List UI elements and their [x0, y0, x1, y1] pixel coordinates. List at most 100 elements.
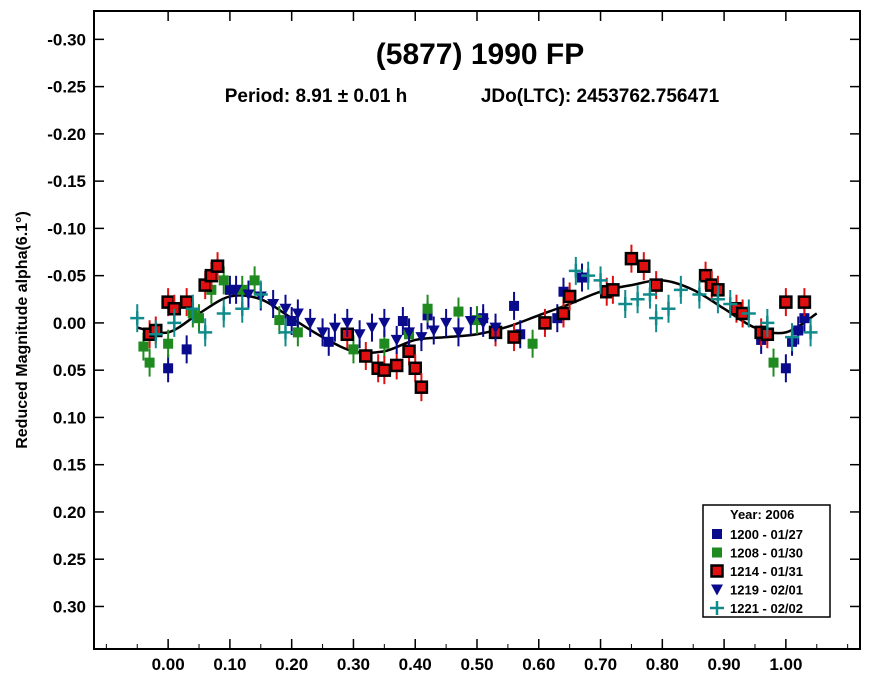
data-point	[793, 316, 804, 345]
point-marker	[577, 272, 588, 283]
point-marker	[348, 344, 359, 355]
data-point	[304, 308, 317, 337]
data-point	[130, 304, 145, 333]
point-marker	[237, 284, 248, 295]
data-point	[797, 288, 812, 317]
point-marker	[673, 282, 688, 297]
data-point	[163, 354, 174, 383]
point-marker	[779, 295, 793, 309]
point-marker	[803, 325, 818, 340]
data-point	[278, 318, 293, 347]
data-point	[581, 261, 596, 290]
legend-entries: 1200 - 01/27 1208 - 01/30 1214 - 01/31 1219…	[710, 527, 803, 616]
data-point	[712, 547, 722, 558]
data-point	[185, 294, 200, 323]
point-marker	[194, 313, 205, 324]
data-point	[577, 263, 588, 292]
point-marker	[408, 361, 422, 376]
data-point	[803, 318, 818, 347]
point-marker	[440, 317, 453, 329]
y-tick-label: 0.30	[53, 597, 86, 616]
point-marker	[711, 584, 723, 596]
y-tick-label: -0.05	[47, 267, 86, 286]
data-point	[785, 323, 800, 352]
axes-layer: 0.00 0.10 0.20 0.30 0.40 0.50 0.60 0.70 0.80 0.90…	[47, 11, 860, 674]
legend-entry-label: 1214 - 01/31	[730, 564, 803, 579]
data-point	[163, 329, 174, 358]
point-marker	[138, 341, 149, 352]
y-tick-label: 0.25	[53, 550, 86, 569]
x-tick-label: 0.40	[399, 655, 432, 674]
point-marker	[464, 316, 477, 328]
y-tick-label: 0.15	[53, 456, 86, 475]
period-subtitle: Period: 8.91 ± 0.01 h	[225, 86, 408, 107]
point-marker	[768, 357, 779, 368]
point-marker	[642, 287, 657, 302]
data-point	[661, 294, 676, 323]
point-marker	[224, 284, 235, 295]
point-marker	[414, 380, 429, 394]
data-point	[642, 280, 657, 309]
y-tick-label: 0.20	[53, 503, 86, 522]
point-marker	[328, 322, 341, 334]
point-marker	[661, 301, 676, 316]
y-tick-label: -0.15	[47, 172, 86, 191]
data-point	[181, 335, 192, 364]
chart-title: (5877) 1990 FP	[376, 38, 584, 71]
data-point	[452, 318, 465, 347]
y-axis-label: Reduced Magnitude alpha(6.1°)	[14, 211, 31, 449]
point-marker	[167, 315, 182, 330]
data-point	[568, 256, 583, 285]
point-marker	[624, 251, 639, 266]
x-tick-label: 0.70	[584, 655, 617, 674]
legend-entry-label: 1208 - 01/30	[730, 546, 803, 561]
point-marker	[581, 268, 596, 283]
data-point	[148, 320, 163, 349]
data-point	[760, 308, 775, 337]
data-point	[235, 294, 250, 323]
data-point	[527, 329, 538, 358]
plot-area	[130, 244, 818, 402]
data-point	[464, 307, 477, 336]
point-marker	[130, 311, 145, 326]
point-marker	[797, 295, 812, 309]
point-marker	[216, 306, 231, 321]
x-tick-label: 0.60	[522, 655, 555, 674]
point-marker	[453, 306, 464, 317]
data-point	[711, 584, 723, 596]
data-point	[630, 285, 645, 314]
point-marker	[304, 317, 317, 329]
data-point	[359, 341, 373, 370]
data-point	[144, 348, 155, 377]
data-point	[167, 308, 182, 337]
point-marker	[353, 329, 366, 341]
data-point	[328, 313, 341, 342]
data-point	[692, 280, 707, 309]
point-marker	[253, 287, 268, 302]
point-marker	[785, 330, 800, 345]
point-marker	[378, 317, 391, 329]
data-point	[477, 308, 490, 337]
x-tick-label: 0.10	[213, 655, 246, 674]
y-tick-label: 0.05	[53, 361, 86, 380]
data-point	[507, 323, 521, 352]
point-marker	[793, 325, 804, 336]
data-point	[216, 299, 231, 328]
point-marker	[235, 301, 250, 316]
point-marker	[527, 338, 538, 349]
point-marker	[267, 299, 280, 311]
data-point	[489, 313, 502, 342]
data-point	[618, 290, 633, 319]
x-tick-label: 0.30	[337, 655, 370, 674]
y-tick-label: 0.10	[53, 408, 86, 427]
data-point	[427, 316, 440, 345]
point-marker	[148, 327, 163, 342]
data-point	[710, 285, 725, 314]
point-marker	[760, 315, 775, 330]
point-marker	[780, 363, 791, 374]
point-marker	[649, 278, 663, 292]
point-marker	[279, 303, 292, 315]
point-marker	[630, 292, 645, 307]
point-marker	[341, 317, 354, 329]
data-point	[291, 299, 304, 328]
